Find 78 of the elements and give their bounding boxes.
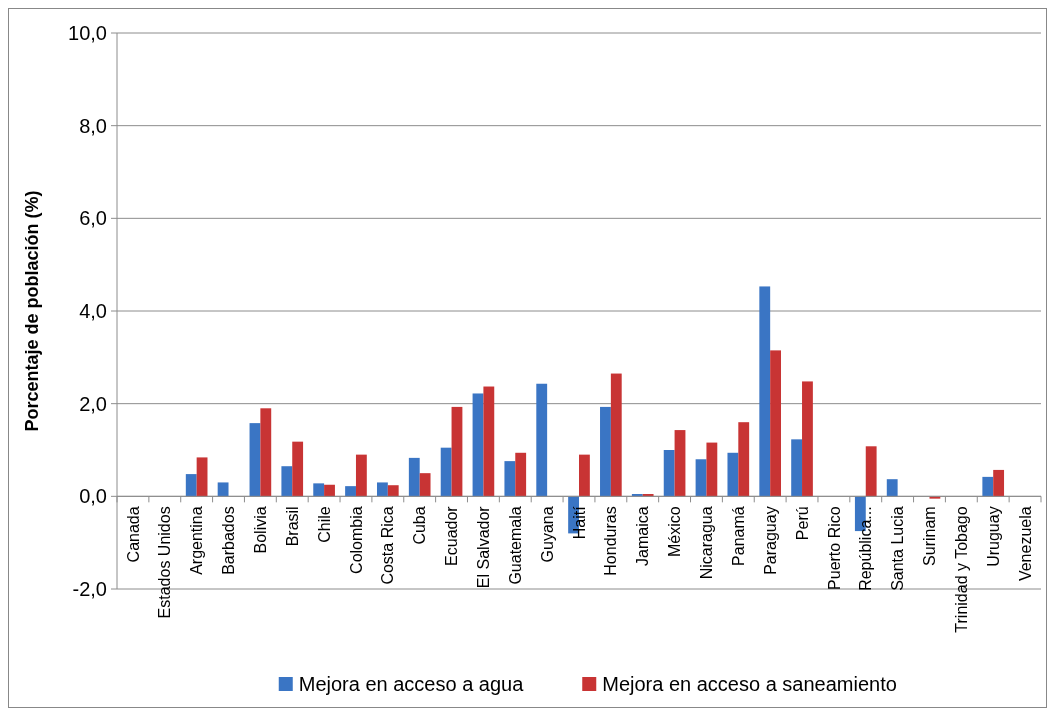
x-tick-label: Colombia: [347, 506, 365, 574]
y-axis-title: Porcentaje de población (%): [22, 190, 42, 432]
x-tick-label: Nicaragua: [698, 506, 716, 580]
bar: [886, 479, 898, 497]
x-tick-label: Chile: [315, 506, 333, 543]
bar: [483, 386, 495, 497]
bar: [260, 408, 272, 497]
x-tick-label: Estados Unidos: [156, 506, 174, 619]
x-tick-label: Perú: [793, 506, 811, 541]
bar: [674, 430, 686, 497]
y-tick-label: 0,0: [79, 485, 107, 508]
bar: [324, 484, 335, 497]
bar: [515, 452, 527, 497]
x-tick-label: Trinidad y Tobago: [952, 506, 970, 633]
x-tick-label: Barbados: [220, 506, 238, 575]
bar: [759, 286, 771, 497]
y-tick-label: 2,0: [79, 392, 107, 415]
x-tick-label: Haití: [570, 505, 588, 540]
x-tick-label: Uruguay: [984, 506, 1002, 567]
bar: [536, 383, 548, 497]
y-tick-label: 10,0: [68, 22, 107, 44]
bar: [770, 350, 782, 497]
bar: [695, 459, 707, 497]
x-tick-label: Cuba: [411, 506, 429, 545]
y-tick-label: 8,0: [79, 114, 107, 137]
x-tick-label: Costa Rica: [379, 506, 397, 585]
y-tick-label: -2,0: [72, 578, 107, 600]
x-tick-label: República...: [857, 506, 875, 591]
legend-label: Mejora en acceso a saneamiento: [602, 673, 897, 695]
bar: [791, 439, 803, 497]
bar: [472, 393, 484, 497]
x-tick-label: Bolivia: [251, 506, 269, 554]
x-tick-label: Jamaica: [634, 506, 652, 566]
bar: [706, 442, 718, 497]
bar: [440, 447, 452, 497]
bar: [196, 457, 208, 497]
x-tick-label: Brasil: [283, 506, 301, 547]
legend-label: Mejora en acceso a agua: [298, 673, 525, 695]
bar: [600, 406, 611, 497]
x-tick-label: Venezuela: [1016, 506, 1034, 582]
bar: [408, 457, 420, 497]
x-tick-label: Puerto Rico: [825, 506, 843, 590]
bar: [865, 446, 877, 497]
bar: [419, 473, 431, 497]
bar: [313, 483, 325, 497]
x-tick-label: El Salvador: [475, 505, 493, 589]
bar: [345, 486, 356, 497]
bar: [727, 452, 739, 497]
x-tick-label: Argentina: [188, 506, 206, 575]
x-tick-label: Guatemala: [506, 506, 524, 585]
bar: [802, 381, 813, 497]
y-tick-label: 6,0: [79, 207, 107, 230]
x-tick-label: Panamá: [729, 506, 747, 566]
bar: [355, 454, 367, 497]
bar: [610, 373, 622, 497]
bar: [738, 422, 750, 497]
bar: [579, 454, 590, 497]
bar: [663, 450, 675, 497]
y-tick-label: 4,0: [79, 300, 107, 322]
bar: [451, 406, 463, 497]
bar: [249, 423, 261, 497]
x-tick-label: Paraguay: [761, 506, 779, 575]
bar: [387, 485, 399, 497]
bar: [185, 474, 197, 497]
x-tick-label: Santa Lucia: [889, 506, 907, 591]
x-tick-label: Guyana: [538, 506, 556, 563]
bar: [292, 441, 304, 497]
x-tick-label: México: [666, 506, 684, 558]
bar: [217, 482, 229, 497]
bar: [376, 482, 388, 497]
x-tick-label: Canada: [124, 506, 142, 563]
bar: [504, 461, 516, 497]
bar: [281, 466, 293, 497]
x-tick-label: Surinam: [921, 506, 939, 566]
bar: [982, 476, 994, 497]
bar: [993, 469, 1005, 497]
x-tick-label: Honduras: [602, 506, 620, 576]
x-tick-label: Ecuador: [443, 505, 461, 566]
